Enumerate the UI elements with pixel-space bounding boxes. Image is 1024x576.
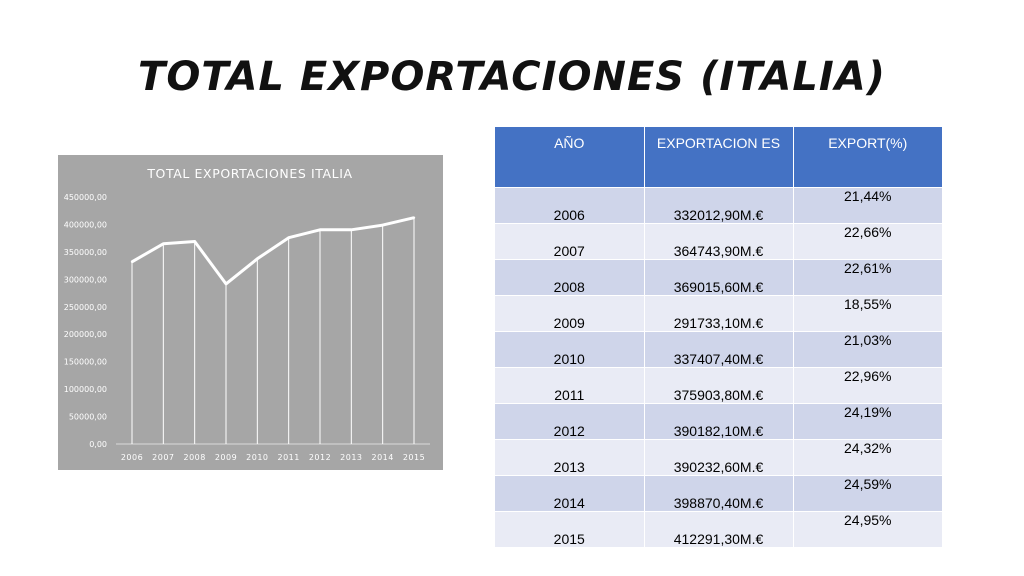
y-tick-label: 400000,00 [64,220,107,229]
y-tick-label: 300000,00 [64,275,107,284]
data-point [412,216,416,219]
exports-table: AÑO EXPORTACION ES EXPORT(%) 2006 332012,… [495,127,942,547]
cell-year: 2007 [495,223,645,260]
data-point [224,282,228,286]
cell-export-pct: 24,32% [793,439,942,476]
data-point [193,240,196,243]
cell-export-pct: 22,61% [793,259,942,296]
chart-title: TOTAL EXPORTACIONES ITALIA [146,166,352,181]
cell-year: 2006 [495,187,645,224]
x-tick-label: 2010 [246,453,268,462]
cell-year: 2013 [495,439,645,476]
y-tick-label: 100000,00 [64,385,107,394]
cell-year: 2009 [495,295,645,332]
y-tick-label: 200000,00 [64,330,107,339]
data-point [381,223,384,227]
slide-title: TOTAL EXPORTACIONES (ITALIA) [138,54,886,100]
cell-export-pct: 18,55% [793,295,942,332]
cell-exports: 390182,10M.€ [644,403,794,440]
data-point [256,257,259,261]
header-year: AÑO [495,127,645,188]
cell-export-pct: 24,59% [793,475,942,512]
series-line-group [130,216,416,286]
data-point [162,242,165,245]
cell-year: 2012 [495,403,645,440]
x-tick-label: 2006 [121,453,143,462]
cell-export-pct: 24,95% [793,511,942,547]
y-tick-label: 0,00 [89,440,107,449]
table-row: 2013 390232,60M.€ 24,32% [495,439,942,476]
header-export-pct: EXPORT(%) [793,127,942,188]
y-tick-label: 350000,00 [64,248,107,257]
drop-lines [131,217,415,444]
table-header-row: AÑO EXPORTACION ES EXPORT(%) [495,127,942,188]
cell-year: 2010 [495,331,645,368]
table-row: 2012 390182,10M.€ 24,19% [495,403,942,440]
table-row: 2010 337407,40M.€ 21,03% [495,331,942,368]
table-body: 2006 332012,90M.€ 21,44% 2007 364743,90M.€ 22… [495,187,942,547]
cell-year: 2015 [495,511,645,547]
data-point [350,228,353,232]
cell-exports: 332012,90M.€ [644,187,794,224]
y-tick-label: 50000,00 [69,413,107,422]
cell-exports: 412291,30M.€ [644,511,794,547]
y-tick-label: 150000,00 [64,358,107,367]
line-chart: TOTAL EXPORTACIONES ITALIA 0,00 50000,00 1… [58,155,443,470]
cell-exports: 369015,60M.€ [644,259,794,296]
cell-exports: 398870,40M.€ [644,475,794,512]
cell-exports: 291733,10M.€ [644,295,794,332]
x-tick-label: 2014 [371,453,393,462]
cell-exports: 337407,40M.€ [644,331,794,368]
table-row: 2011 375903,80M.€ 22,96% [495,367,942,404]
x-axis-ticks: 2006 2007 2008 2009 2010 2011 2012 2013 2014 2015 [121,453,425,462]
x-tick-label: 2013 [340,453,362,462]
cell-export-pct: 21,03% [793,331,942,368]
x-tick-label: 2015 [403,453,425,462]
x-tick-label: 2011 [277,453,299,462]
cell-export-pct: 24,19% [793,403,942,440]
x-tick-label: 2007 [152,453,174,462]
table-row: 2006 332012,90M.€ 21,44% [495,187,942,224]
table-row: 2008 369015,60M.€ 22,61% [495,259,942,296]
header-exports: EXPORTACION ES [644,127,794,188]
x-tick-label: 2012 [309,453,331,462]
table-row: 2014 398870,40M.€ 24,59% [495,475,942,512]
chart-canvas: TOTAL EXPORTACIONES ITALIA 0,00 50000,00 1… [64,166,430,462]
table-row: 2007 364743,90M.€ 22,66% [495,223,942,260]
cell-year: 2008 [495,259,645,296]
data-point [130,260,134,263]
data-point [287,236,290,239]
x-tick-label: 2009 [215,453,237,462]
x-tick-label: 2008 [183,453,205,462]
table-row: 2015 412291,30M.€ 24,95% [495,511,942,547]
y-axis-ticks: 0,00 50000,00 100000,00 150000,00 200000,00 2… [64,193,107,449]
cell-exports: 375903,80M.€ [644,367,794,404]
y-tick-label: 450000,00 [64,193,107,202]
cell-year: 2011 [495,367,645,404]
cell-export-pct: 22,96% [793,367,942,404]
cell-exports: 390232,60M.€ [644,439,794,476]
series-line [131,216,415,286]
y-tick-label: 250000,00 [64,303,107,312]
cell-export-pct: 21,44% [793,187,942,224]
cell-export-pct: 22,66% [793,223,942,260]
table-row: 2009 291733,10M.€ 18,55% [495,295,942,332]
data-point [318,228,322,232]
cell-exports: 364743,90M.€ [644,223,794,260]
cell-year: 2014 [495,475,645,512]
